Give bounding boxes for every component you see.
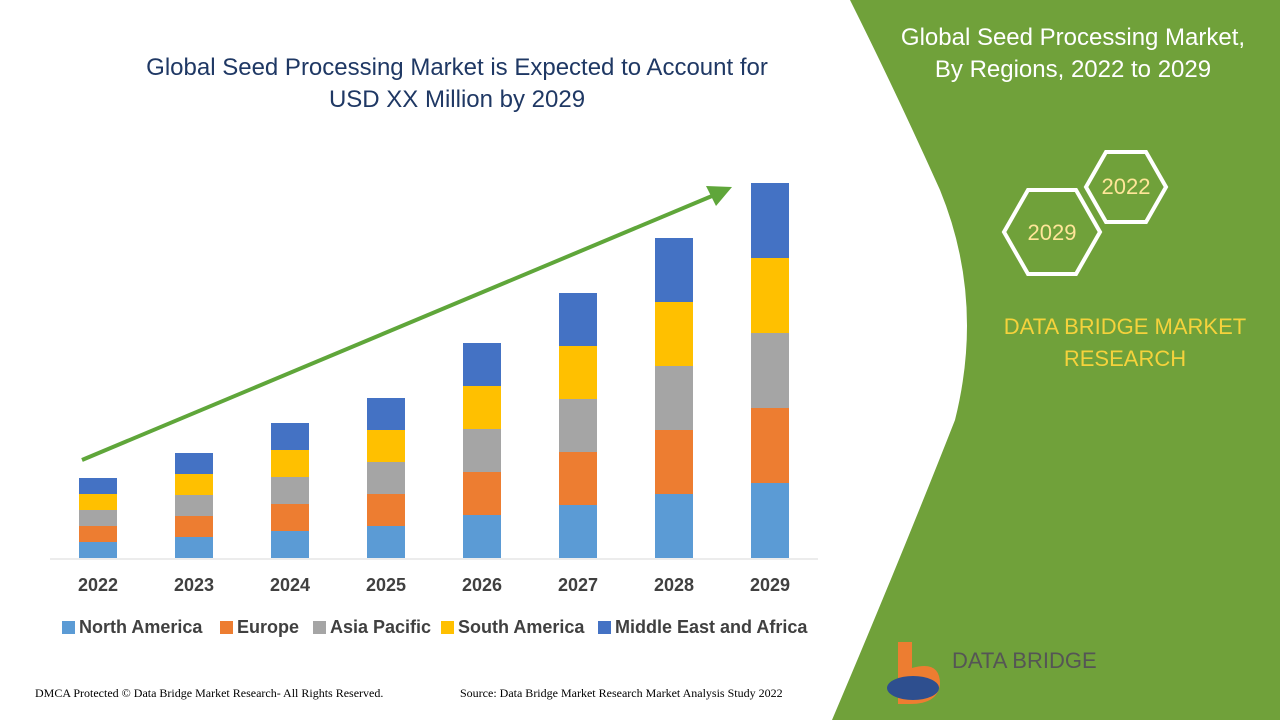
- x-tick-label: 2029: [750, 575, 790, 595]
- x-tick-label: 2024: [270, 575, 310, 595]
- chart-title: Global Seed Processing Market is Expecte…: [146, 54, 768, 113]
- bar-segment: [271, 531, 309, 558]
- hexagon: [1001, 188, 1103, 276]
- legend-label: North America: [79, 617, 203, 637]
- bar-segment: [367, 494, 405, 526]
- side-panel: [832, 0, 1280, 720]
- bar-segment: [271, 504, 309, 531]
- legend-swatch: [313, 621, 326, 634]
- bar-segment: [175, 453, 213, 474]
- bar-segment: [559, 452, 597, 505]
- bar-segment: [559, 505, 597, 558]
- legend-label: Europe: [237, 617, 299, 637]
- logo-text: DATA BRIDGE: [952, 648, 1097, 673]
- bar-segment: [559, 293, 597, 346]
- bar-segment: [175, 495, 213, 516]
- trend-arrow: [81, 194, 713, 462]
- bar-segment: [271, 450, 309, 477]
- legend-swatch: [441, 621, 454, 634]
- bar-segment: [175, 474, 213, 495]
- x-tick-label: 2022: [78, 575, 118, 595]
- x-tick-label: 2025: [366, 575, 406, 595]
- legend-label: South America: [458, 617, 585, 637]
- copyright: DMCA Protected © Data Bridge Market Rese…: [35, 686, 384, 700]
- panel-title: Global Seed Processing Market, By Region…: [900, 24, 1246, 83]
- bar-segment: [79, 510, 117, 526]
- bar-segment: [751, 183, 789, 258]
- trend-arrow-head: [706, 186, 732, 206]
- x-tick-label: 2023: [174, 575, 214, 595]
- legend-swatch: [220, 621, 233, 634]
- hexagon-label: 2029: [1028, 220, 1077, 245]
- bar-segment: [271, 423, 309, 450]
- brand: DATA BRIDGE MARKET RESEARCH: [1003, 314, 1247, 371]
- bar-segment: [367, 430, 405, 462]
- bar-segment: [175, 516, 213, 537]
- bar-segment: [559, 346, 597, 399]
- hexagon: [1083, 150, 1169, 224]
- x-tick-label: 2027: [558, 575, 598, 595]
- bar-segment: [655, 494, 693, 558]
- bar-segment: [655, 302, 693, 366]
- bar-segment: [559, 399, 597, 452]
- legend-label: Asia Pacific: [330, 617, 431, 637]
- bar-segment: [655, 366, 693, 430]
- x-tick-label: 2028: [654, 575, 694, 595]
- bar-segment: [271, 477, 309, 504]
- bar-segment: [367, 526, 405, 558]
- bar-segment: [175, 537, 213, 558]
- bar-segment: [79, 494, 117, 510]
- bar-segment: [79, 526, 117, 542]
- source: Source: Data Bridge Market Research Mark…: [460, 686, 783, 700]
- bar-segment: [751, 483, 789, 558]
- bar-segment: [751, 333, 789, 408]
- legend-swatch: [62, 621, 75, 634]
- bar-segment: [463, 429, 501, 472]
- bar-segment: [751, 258, 789, 333]
- hexagon-label: 2022: [1102, 174, 1151, 199]
- bar-segment: [463, 343, 501, 386]
- x-tick-label: 2026: [462, 575, 502, 595]
- legend-swatch: [598, 621, 611, 634]
- bar-segment: [751, 408, 789, 483]
- legend-label: Middle East and Africa: [615, 617, 808, 637]
- bar-segment: [79, 542, 117, 558]
- bar-segment: [79, 478, 117, 494]
- bar-segment: [367, 398, 405, 430]
- bar-segment: [655, 238, 693, 302]
- bar-segment: [463, 472, 501, 515]
- bar-segment: [463, 386, 501, 429]
- bar-segment: [655, 430, 693, 494]
- bar-segment: [367, 462, 405, 494]
- logo-mark: [887, 676, 939, 700]
- bar-segment: [463, 515, 501, 558]
